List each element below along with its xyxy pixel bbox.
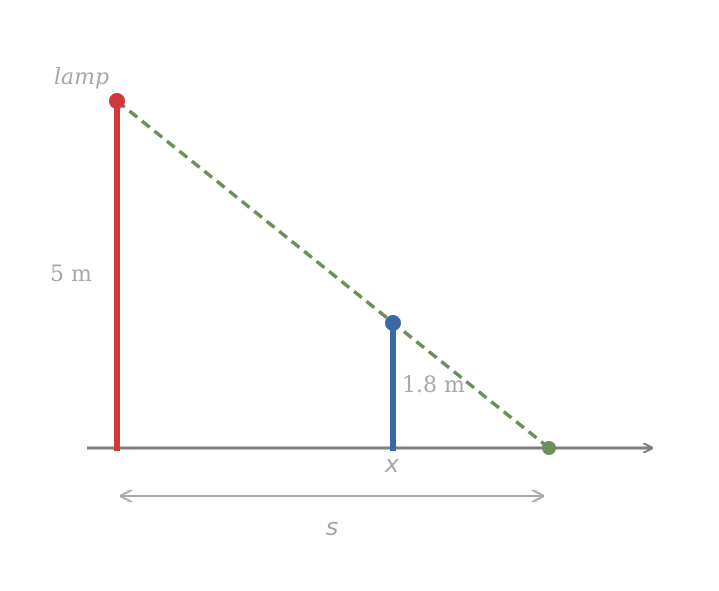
person-position-label: x xyxy=(384,450,400,478)
lamp-height-label: 5 m xyxy=(50,262,92,287)
shadow-ray xyxy=(115,99,551,450)
lamp-point xyxy=(109,93,125,109)
lamp-label: lamp xyxy=(54,65,109,90)
shadow-tip-point xyxy=(542,441,556,455)
shadow-distance-label: s xyxy=(326,513,339,541)
person-height-label: 1.8 m xyxy=(402,373,465,398)
person-head-point xyxy=(385,315,401,331)
